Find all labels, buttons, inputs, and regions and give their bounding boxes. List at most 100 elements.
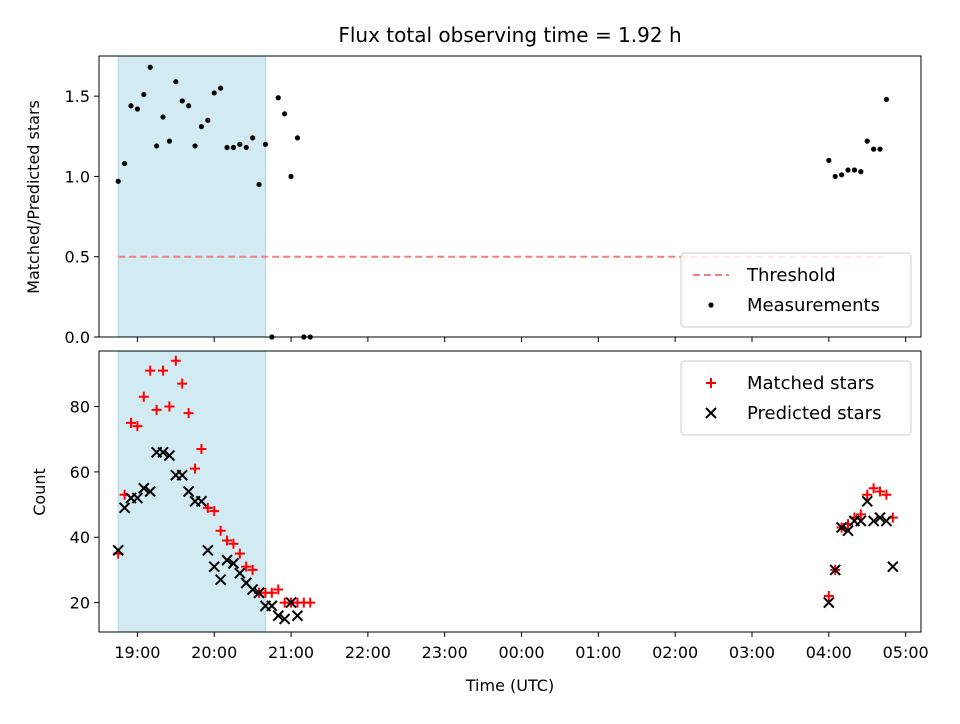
bottom-data-point [862,489,873,500]
bottom-data-point [278,613,291,625]
top-data-point [128,103,134,109]
legend-marker [708,302,714,308]
top-data-point [858,169,864,175]
bottom-data-point [855,509,866,520]
top-data-point [186,103,192,109]
top-data-point [845,167,851,173]
bottom-data-point [266,600,278,612]
bottom-data-point [215,525,226,536]
bottom-legend: Matched stars Predicted stars [680,360,912,436]
bottom-data-point [234,567,246,579]
top-data-point [256,181,262,188]
bottom-axes-frame [98,350,922,633]
x-tick-label: 21:00 [268,643,314,662]
top-data-point [179,98,185,104]
bottom-y-tick-label: 40 [70,528,90,547]
top-data-point [122,160,128,167]
x-tick-label: 01:00 [575,643,621,662]
bottom-data-point [246,583,259,596]
bottom-y-axis-label: Count [30,468,49,516]
legend-label: Predicted stars [747,403,881,424]
bottom-data-point [112,544,124,557]
bottom-data-point [228,538,239,549]
bottom-observing-window-span [117,350,266,633]
bottom-data-point [145,365,156,376]
bottom-data-point [875,486,886,497]
top-data-point [262,141,269,147]
top-data-point [192,143,198,149]
bottom-data-point [202,502,213,513]
bottom-data-point [880,515,893,527]
x-tick-label: 22:00 [345,643,391,662]
x-tick-label: 02:00 [652,643,698,662]
bottom-data-point [131,492,144,504]
top-data-point [198,124,205,130]
bottom-data-point [829,564,841,576]
bottom-y-tick-label: 60 [70,463,90,482]
top-data-point [832,173,838,180]
bottom-data-point [214,574,227,586]
top-observing-window-span [117,55,266,338]
top-y-tick-label: 1.0 [65,167,90,186]
bottom-series-2 [112,446,899,625]
top-data-point [237,141,243,147]
bottom-data-point [126,417,137,428]
bottom-legend-box [680,360,912,436]
bottom-y-tick-label: 80 [70,398,90,417]
bottom-data-point [138,482,150,494]
bottom-panel: 19:00 20:00 21:00 22:00 23:00 00:00 01:00 02:00… [70,350,929,662]
bottom-data-point [247,564,258,575]
bottom-data-point [195,495,208,508]
x-tick-label: 23:00 [422,643,468,662]
bottom-data-point [868,483,879,494]
bottom-data-point [190,463,201,474]
bottom-data-point [222,535,233,546]
top-y-tick-label: 1.5 [65,87,90,106]
bottom-data-point [208,560,220,573]
x-tick-label: 05:00 [883,643,929,662]
bottom-data-point [177,378,188,389]
legend-marker [705,407,717,419]
bottom-data-point [823,591,834,602]
legend-label: Threshold [746,265,836,286]
bottom-data-point [234,548,245,559]
bottom-data-point [221,554,233,566]
top-data-point [173,79,179,85]
bottom-data-point [842,525,854,537]
top-data-point [877,146,883,152]
bottom-data-point [266,587,277,598]
bottom-data-point [183,408,194,419]
top-data-point [851,167,858,173]
top-data-point [218,85,224,91]
bottom-data-point [196,444,207,455]
top-legend: Threshold Measurements [680,252,912,328]
bottom-data-point [144,485,156,498]
chart-title: Flux total observing time = 1.92 h [338,23,681,47]
bottom-data-point [202,544,214,557]
x-tick-label: 00:00 [498,643,544,662]
bottom-data-point [163,449,176,462]
bottom-data-point [241,561,252,572]
bottom-data-point [861,495,873,508]
top-data-point [826,157,832,163]
top-data-point [883,96,890,102]
bottom-data-point [138,391,149,402]
top-y-axis-label: Matched/Predicted stars [24,100,43,294]
bottom-data-point [823,596,835,609]
top-data-point [147,64,153,70]
legend-marker [706,378,716,388]
bottom-data-point [874,511,886,524]
top-data-point [141,91,147,98]
top-data-point [288,173,294,180]
bottom-data-point [887,560,899,573]
bottom-data-point [151,404,162,415]
bottom-data-point [867,515,880,527]
top-data-point [160,114,166,120]
x-tick-label: 03:00 [729,643,775,662]
top-data-point [282,111,288,117]
bottom-data-point [170,355,181,366]
bottom-data-point [305,597,316,608]
bottom-data-point [253,587,265,599]
bottom-data-point [273,584,284,595]
bottom-data-point [881,489,892,500]
